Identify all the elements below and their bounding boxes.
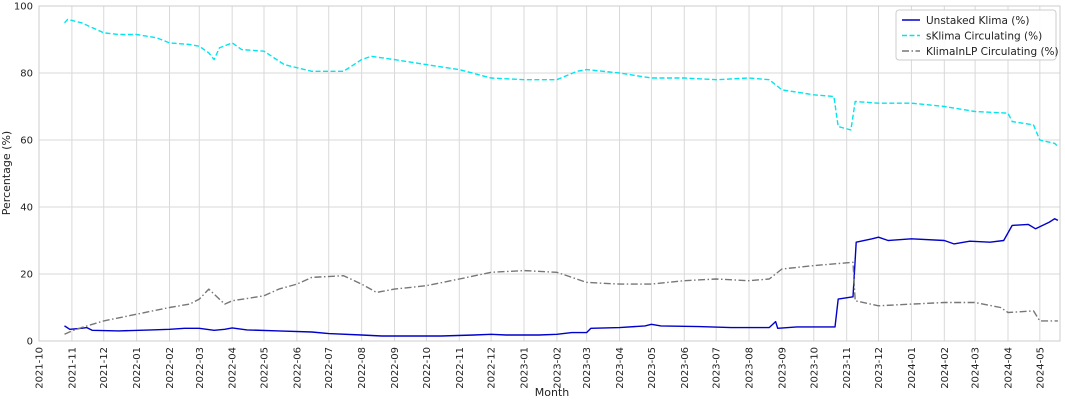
x-tick-label: 2022-03: [195, 347, 206, 389]
tick-labels: 0 20 40 60 80 100 2021-10 2021-11 2021-12 2022-01…: [14, 2, 1046, 389]
x-tick-label: 2024-03: [971, 347, 982, 389]
series-line-1: [64, 218, 1059, 337]
x-tick-label: 2024-01: [907, 347, 918, 389]
x-tick-label: 2022-01: [132, 347, 143, 389]
x-tick-label: 2022-07: [324, 347, 335, 389]
plot-area: [39, 6, 1060, 341]
series-line-2: [63, 18, 1059, 148]
series-lines: [63, 18, 1059, 337]
series-line-3: [64, 261, 1058, 335]
legend-label: sKlima Circulating (%): [926, 30, 1042, 42]
x-tick-label: 2023-04: [615, 347, 626, 389]
plot-frame: [38, 5, 1061, 342]
x-tick-label: 2023-05: [647, 347, 658, 389]
axes: [38, 5, 1061, 342]
x-tick-label: 2021-11: [67, 347, 78, 389]
legend-box: [895, 9, 1057, 61]
x-tick-label: 2022-08: [357, 347, 368, 389]
y-tick-label: 100: [14, 2, 33, 13]
x-tick-label: 2023-02: [552, 347, 563, 389]
x-tick-label: 2022-12: [487, 347, 498, 389]
plot-background: [39, 6, 1060, 341]
x-tick-label: 2023-06: [680, 347, 691, 389]
x-axis-title: Month: [535, 386, 570, 399]
x-tick-label: 2022-09: [390, 347, 401, 389]
y-tick-label: 0: [27, 337, 33, 348]
x-tick-label: 2021-12: [99, 347, 110, 389]
legend: Unstaked Klima (%) sKlima Circulating (%)…: [895, 9, 1059, 61]
x-tick-label: 2022-05: [260, 347, 271, 389]
x-tick-label: 2022-11: [455, 347, 466, 389]
x-tick-label: 2022-04: [228, 347, 239, 389]
x-tick-label: 2023-01: [520, 347, 531, 389]
x-tick-label: 2022-10: [422, 347, 433, 389]
y-tick-label: 60: [20, 136, 33, 147]
legend-label: KlimaInLP Circulating (%): [926, 46, 1059, 58]
y-tick-label: 40: [20, 203, 33, 214]
x-tick-label: 2023-07: [712, 347, 723, 389]
x-tick-label: 2024-02: [940, 347, 951, 389]
y-tick-label: 80: [20, 69, 33, 80]
x-tick-label: 2023-08: [745, 347, 756, 389]
x-tick-label: 2022-06: [292, 347, 303, 389]
x-tick-label: 2023-12: [874, 347, 885, 389]
x-tick-label: 2023-11: [842, 347, 853, 389]
x-tick-label: 2023-10: [809, 347, 820, 389]
x-tick-label: 2023-09: [777, 347, 788, 389]
legend-label: Unstaked Klima (%): [926, 15, 1029, 27]
x-tick-label: 2022-02: [165, 347, 176, 389]
x-tick-label: 2021-10: [35, 347, 46, 389]
y-tick-label: 20: [20, 270, 33, 281]
x-tick-label: 2024-04: [1003, 347, 1014, 389]
y-axis-title: Percentage (%): [0, 131, 13, 215]
x-tick-label: 2024-05: [1035, 347, 1046, 389]
x-tick-label: 2023-03: [582, 347, 593, 389]
